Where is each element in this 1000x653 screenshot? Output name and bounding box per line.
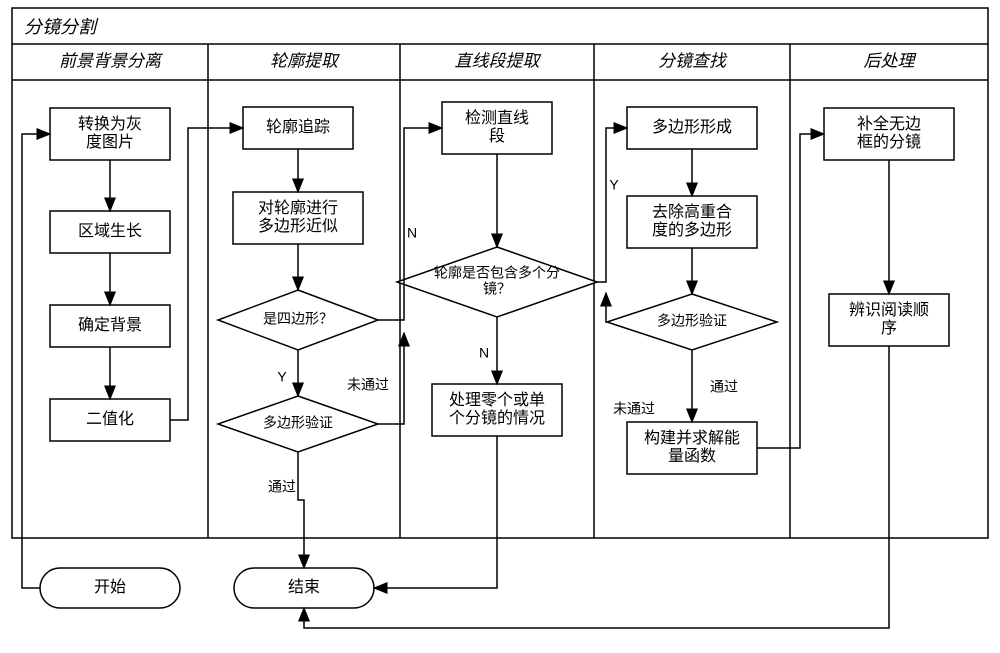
edge-label-cd_y: Y [609, 177, 619, 193]
edge-label-d3_fail: 未通过 [613, 401, 655, 417]
svg-text:转换为灰: 转换为灰 [78, 115, 142, 133]
svg-text:构建并求解能: 构建并求解能 [644, 429, 740, 447]
svg-text:度图片: 度图片 [86, 133, 134, 151]
svg-text:多边形验证: 多边形验证 [263, 415, 333, 431]
edge-label-b4_pass: 通过 [268, 479, 296, 495]
svg-text:多边形验证: 多边形验证 [657, 313, 727, 329]
edge-label-b3_y: Y [277, 369, 287, 385]
svg-text:量函数: 量函数 [668, 447, 716, 465]
lane-title-0: 前景背景分离 [59, 51, 164, 70]
svg-text:框的分镜: 框的分镜 [857, 132, 921, 151]
lane-title-2: 直线段提取 [455, 51, 542, 70]
edge-label-d3_pass: 通过 [710, 379, 738, 395]
svg-text:轮廓追踪: 轮廓追踪 [266, 118, 330, 136]
svg-text:多边形近似: 多边形近似 [258, 217, 338, 235]
svg-text:辨识阅读顺: 辨识阅读顺 [849, 301, 929, 319]
svg-text:结束: 结束 [288, 578, 320, 596]
svg-text:确定背景: 确定背景 [78, 316, 142, 334]
svg-text:对轮廓进行: 对轮廓进行 [258, 199, 338, 217]
svg-text:多边形形成: 多边形形成 [652, 118, 732, 136]
svg-text:序: 序 [881, 319, 897, 337]
svg-text:度的多边形: 度的多边形 [652, 221, 732, 239]
lane-title-3: 分镜查找 [658, 51, 728, 70]
svg-text:段: 段 [489, 127, 505, 145]
svg-text:处理零个或单: 处理零个或单 [449, 391, 545, 409]
svg-text:是四边形？: 是四边形？ [263, 311, 333, 327]
svg-text:去除高重合: 去除高重合 [652, 203, 732, 221]
svg-text:区域生长: 区域生长 [78, 222, 142, 240]
svg-text:二值化: 二值化 [86, 410, 134, 428]
svg-text:镜？: 镜？ [483, 281, 511, 297]
lane-title-4: 后处理 [864, 51, 917, 70]
diagram-title: 分镜分割 [24, 17, 99, 37]
edge-label-b4_fail: 未通过 [347, 377, 389, 393]
svg-text:补全无边: 补全无边 [857, 115, 921, 133]
svg-text:开始: 开始 [94, 578, 126, 596]
svg-text:个分镜的情况: 个分镜的情况 [449, 408, 545, 427]
svg-text:检测直线: 检测直线 [465, 109, 529, 127]
edge-label-b3_n: N [407, 225, 417, 241]
svg-text:轮廓是否包含多个分: 轮廓是否包含多个分 [434, 265, 560, 281]
edge-label-cd_n: N [479, 345, 489, 361]
lane-title-1: 轮廓提取 [270, 51, 340, 70]
